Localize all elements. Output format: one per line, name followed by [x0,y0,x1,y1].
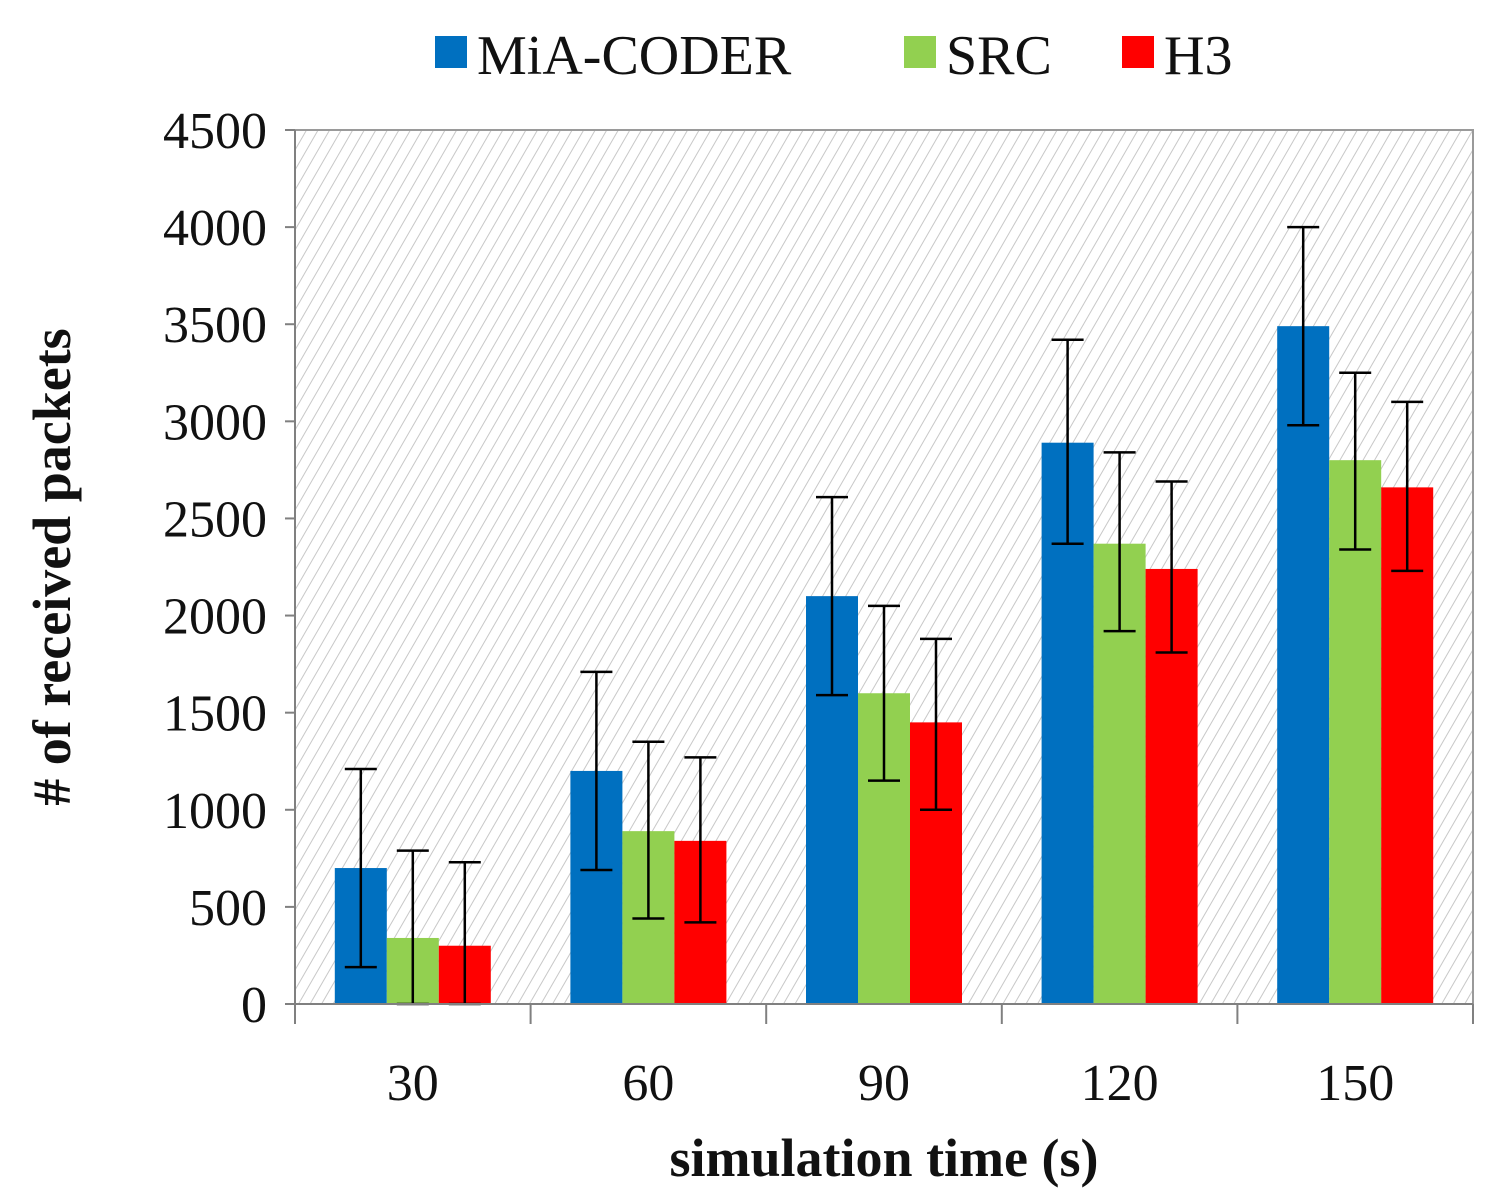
error-bars [344,225,1424,1006]
legend-label-src: SRC [946,25,1052,87]
y-tick-label: 1000 [163,783,267,840]
y-tick-label: 0 [241,977,267,1034]
y-axis-title: # of received packets [22,328,82,805]
axes [294,130,1473,1005]
y-tick-label: 4000 [163,200,267,257]
bar-h3-150 [1381,487,1434,1004]
x-tick-label: 30 [387,1055,439,1112]
x-axis-ticks: 30 60 90 120 150 [294,1004,1474,1112]
bar-src-150 [1329,460,1382,1005]
y-tick-label: 500 [189,880,267,937]
y-axis-ticks: 0 500 1000 1500 2000 2500 3000 3500 4000 4500 [163,103,295,1034]
legend-label-mia-coder: MiA-CODER [477,25,792,87]
legend: MiA-CODER SRC H3 [435,25,1232,87]
x-tick-label: 150 [1316,1055,1394,1112]
y-tick-label: 3500 [163,297,267,354]
y-tick-label: 1500 [163,686,267,743]
y-tick-label: 3000 [163,394,267,451]
legend-label-h3: H3 [1164,25,1232,87]
x-tick-label: 90 [858,1055,910,1112]
legend-swatch-mia-coder [435,36,467,68]
x-axis-title: simulation time (s) [670,1128,1099,1188]
legend-swatch-h3 [1122,36,1154,68]
y-tick-label: 2000 [163,589,267,646]
legend-swatch-src [904,36,936,68]
bar-mia-coder-150 [1277,326,1330,1005]
x-tick-label: 120 [1081,1055,1159,1112]
x-tick-label: 60 [622,1055,674,1112]
y-tick-label: 4500 [163,103,267,160]
y-tick-label: 2500 [163,491,267,548]
